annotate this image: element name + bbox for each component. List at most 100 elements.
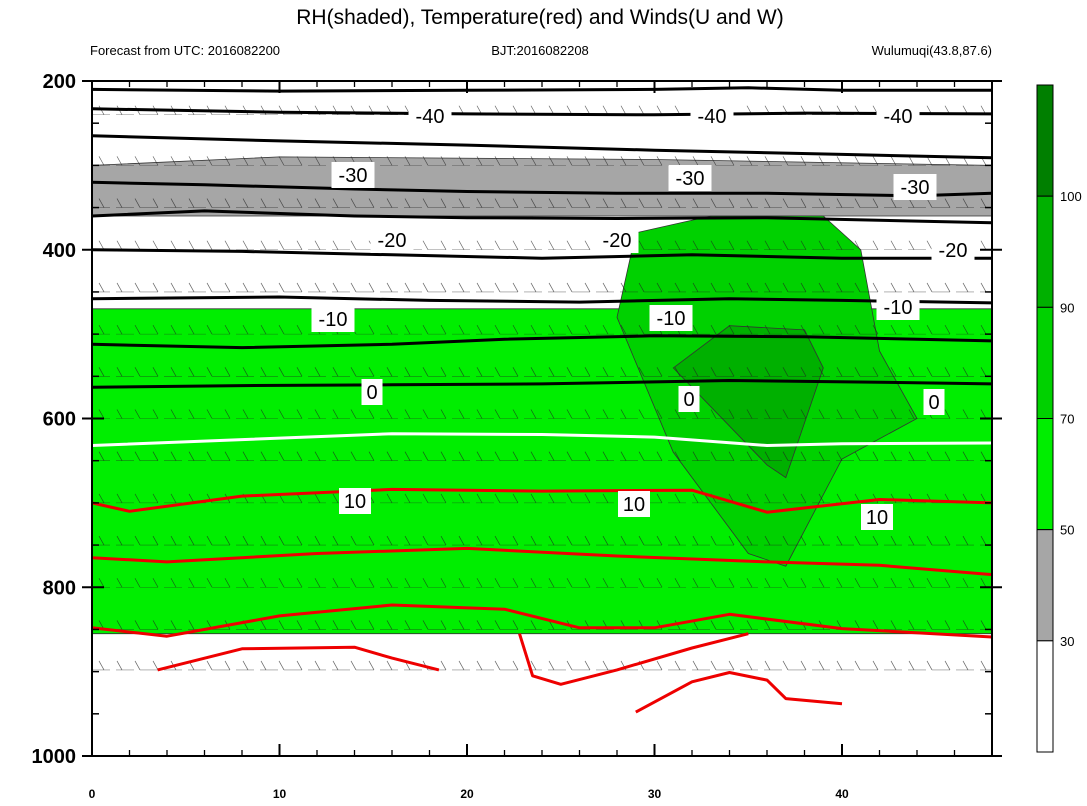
- wind-barb-tick: [674, 451, 681, 461]
- wind-barb-tick: [728, 282, 735, 293]
- wind-barb-tick: [584, 156, 591, 166]
- wind-barb-tick: [854, 660, 861, 671]
- contour-label-5: -30: [893, 174, 937, 200]
- temperature-contour--30-2: [91, 134, 993, 160]
- wind-barb-tick: [836, 198, 843, 208]
- wind-barb-tick: [98, 282, 105, 293]
- wind-barb-tick: [422, 156, 429, 166]
- wind-barb-tick: [692, 282, 699, 293]
- wind-barb-tick: [368, 367, 375, 377]
- wind-barb-tick: [134, 240, 141, 250]
- wind-barb-tick: [566, 367, 573, 377]
- wind-barb-tick: [890, 198, 897, 208]
- wind-barb-tick: [242, 409, 249, 419]
- wind-barb-tick: [296, 535, 303, 546]
- wind-barb-tick: [980, 578, 987, 588]
- wind-barb-tick: [530, 409, 537, 419]
- wind-barb-tick: [674, 282, 681, 293]
- wind-barb-tick: [134, 409, 141, 419]
- wind-barb-tick: [800, 367, 807, 377]
- wind-barb-tick: [422, 240, 429, 250]
- wind-barb-tick: [692, 367, 699, 377]
- wind-barb-tick: [332, 660, 339, 671]
- wind-barb-tick: [350, 660, 357, 671]
- wind-barb-tick: [242, 198, 249, 208]
- wind-barb-tick: [170, 493, 177, 504]
- wind-barb-tick: [584, 367, 591, 377]
- wind-barb-tick: [314, 409, 321, 419]
- wind-barb-tick: [764, 451, 771, 461]
- wind-barb-tick: [854, 198, 861, 208]
- wind-barb-tick: [332, 620, 339, 630]
- wind-barb-tick: [134, 620, 141, 630]
- wind-barb-tick: [98, 324, 105, 335]
- wind-barb-tick: [854, 451, 861, 461]
- y-tick-label-3: 800: [43, 577, 76, 599]
- wind-barb-tick: [836, 451, 843, 461]
- wind-barb-tick: [494, 535, 501, 546]
- wind-barb-tick: [764, 578, 771, 588]
- wind-barb-tick: [710, 578, 717, 588]
- wind-barb-tick: [872, 409, 879, 419]
- wind-barb-tick: [728, 578, 735, 588]
- wind-barb-tick: [494, 493, 501, 504]
- wind-barb-tick: [134, 198, 141, 208]
- wind-barb-tick: [584, 409, 591, 419]
- wind-barb-tick: [314, 535, 321, 546]
- wind-barb-tick: [962, 620, 969, 630]
- wind-barb-tick: [944, 367, 951, 377]
- wind-barb-tick: [440, 198, 447, 208]
- wind-barb-tick: [152, 578, 159, 588]
- temperature-contour--20-6: [91, 295, 993, 305]
- contour-label-text: -10: [884, 297, 913, 319]
- wind-barb-tick: [530, 578, 537, 588]
- wind-barb-tick: [908, 198, 915, 208]
- wind-barb-tick: [512, 451, 519, 461]
- temperature-contour-20-15: [635, 671, 843, 714]
- temperature-contour-0-9: [91, 432, 993, 447]
- wind-barb-tick: [782, 282, 789, 293]
- wind-barb-tick: [782, 198, 789, 208]
- wind-barb-tick: [764, 493, 771, 504]
- wind-barb-tick: [548, 451, 555, 461]
- wind-barb-tick: [620, 324, 627, 335]
- wind-barb-tick: [638, 367, 645, 377]
- wind-barb-tick: [962, 451, 969, 461]
- wind-barb-tick: [440, 451, 447, 461]
- wind-barb-tick: [476, 367, 483, 377]
- wind-barb-tick: [908, 240, 915, 250]
- colorbar-segment-1: [1036, 195, 1054, 308]
- contour-label-text: -40: [416, 106, 445, 128]
- wind-barb-tick: [602, 660, 609, 671]
- wind-barb-tick: [818, 240, 825, 250]
- wind-barb-tick: [764, 240, 771, 250]
- wind-barb-tick: [440, 282, 447, 293]
- wind-barb-tick: [620, 367, 627, 377]
- contour-label-background: [408, 103, 452, 129]
- contour-labels-layer: -40 -40 -40 -30 -30 -30 -20 -20 -20 -10 -10 -10 0 0 0 1…: [311, 103, 975, 530]
- contour-label-13: 0: [678, 386, 700, 412]
- wind-barb-tick: [764, 198, 771, 208]
- wind-barb-tick: [908, 578, 915, 588]
- wind-barb-tick: [746, 282, 753, 293]
- wind-barb-tick: [602, 578, 609, 588]
- wind-barb-tick: [422, 409, 429, 419]
- wind-barb-tick: [296, 198, 303, 208]
- wind-barb-tick: [584, 535, 591, 546]
- wind-barb-tick: [926, 451, 933, 461]
- wind-barb-tick: [944, 282, 951, 293]
- wind-barb-tick: [962, 367, 969, 377]
- wind-barb-tick: [980, 535, 987, 546]
- wind-barb-tick: [332, 282, 339, 293]
- wind-barb-tick: [818, 156, 825, 166]
- contour-label-background: [361, 379, 383, 405]
- wind-barb-tick: [134, 156, 141, 166]
- wind-barb-tick: [584, 660, 591, 671]
- wind-barb-tick: [872, 620, 879, 630]
- wind-barb-tick: [512, 409, 519, 419]
- wind-barb-tick: [476, 493, 483, 504]
- wind-barb-tick: [710, 282, 717, 293]
- wind-barb-tick: [674, 367, 681, 377]
- wind-barb-tick: [296, 620, 303, 630]
- wind-barb-tick: [836, 367, 843, 377]
